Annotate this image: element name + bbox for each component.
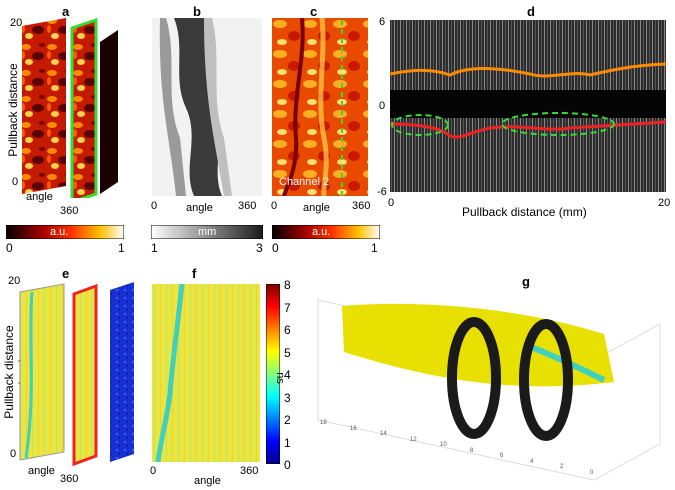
panel-d-ellipse-right bbox=[501, 112, 615, 136]
panel-e-ytick-bottom: 0 bbox=[10, 448, 17, 460]
panel-f-colorbar-tick: 5 bbox=[284, 345, 291, 360]
panel-e-xlabel: angle bbox=[28, 465, 55, 477]
panel-f-colorbar-tick: 4 bbox=[284, 368, 291, 382]
panel-f-colorbar-tick: 1 bbox=[284, 435, 291, 450]
panel-g-ring-2 bbox=[519, 319, 573, 441]
panel-a-colorbar-label: a.u. bbox=[50, 226, 69, 238]
panel-d-ytick-top: 6 bbox=[379, 16, 386, 28]
panel-g-xtick: 12 bbox=[410, 436, 417, 443]
panel-d-xlabel: Pullback distance (mm) bbox=[462, 205, 587, 219]
panel-f-colorbar-tick: 7 bbox=[284, 300, 291, 315]
panel-e-ytick-top: 20 bbox=[8, 275, 21, 287]
panel-e-front-frame bbox=[19, 283, 65, 461]
panel-d-ellipse-left bbox=[391, 114, 449, 136]
panel-b-label: b bbox=[193, 4, 201, 19]
panel-g-axes-box bbox=[317, 299, 661, 481]
panel-g-xticks: 18 16 14 12 10 8 6 4 2 0 bbox=[320, 420, 600, 480]
panel-a-front-frame bbox=[22, 18, 66, 194]
panel-f-colorbar-tick: 2 bbox=[284, 413, 291, 427]
panel-f-xtick-left: 0 bbox=[150, 465, 157, 477]
panel-a-mid-frame bbox=[70, 17, 98, 198]
panel-c-map bbox=[272, 18, 368, 196]
panel-f-xtick-right: 360 bbox=[240, 465, 259, 477]
panel-d-xtick-left: 0 bbox=[388, 197, 395, 209]
panel-a-colorbar-min: 0 bbox=[6, 241, 13, 255]
panel-f-map bbox=[152, 284, 260, 462]
panel-c-colorbar bbox=[272, 225, 380, 239]
panel-d-ytick-mid: 0 bbox=[379, 100, 386, 112]
panel-b-colorbar bbox=[151, 225, 263, 239]
panel-a-colorbar bbox=[6, 225, 124, 239]
panel-a-ytick-top: 20 bbox=[10, 17, 23, 29]
panel-a-back-frame bbox=[100, 30, 118, 194]
panel-a-stack bbox=[22, 17, 118, 198]
panel-g-xtick: 6 bbox=[500, 453, 504, 460]
panel-c-annotation: Channel 2 bbox=[279, 176, 330, 188]
panel-f-colorbar-tick: 3 bbox=[284, 390, 291, 405]
panel-a-ytick-bottom: 0 bbox=[12, 176, 19, 188]
panel-d-upper-boundary bbox=[390, 62, 666, 78]
panel-d-ytick-bottom: -6 bbox=[377, 186, 387, 198]
panel-f-colorbar-tick: 8 bbox=[284, 278, 291, 292]
panel-b-colorbar-label: mm bbox=[198, 226, 217, 238]
panel-f-colorbar bbox=[266, 284, 280, 464]
panel-e-label: e bbox=[62, 266, 70, 281]
panel-g-xtick: 0 bbox=[590, 470, 594, 476]
panel-g-xtick: 4 bbox=[530, 458, 534, 465]
panel-e-back-frame bbox=[110, 282, 134, 462]
panel-d-label: d bbox=[527, 4, 535, 19]
panel-c-xlabel: angle bbox=[303, 202, 330, 214]
panel-b-colorbar-max: 3 bbox=[256, 241, 263, 255]
panel-f-colorbar-ticks: 8 7 6 5 4 3 2 1 0 bbox=[284, 278, 298, 472]
panel-e-stack bbox=[19, 282, 134, 466]
panel-a-xlabel: angle bbox=[26, 191, 53, 203]
panel-g-xtick: 18 bbox=[320, 420, 327, 426]
panel-g-xtick: 8 bbox=[470, 447, 474, 454]
panel-c-colorbar-max: 1 bbox=[371, 241, 378, 255]
panel-a-xtick-right: 360 bbox=[60, 205, 79, 217]
panel-g-xtick: 10 bbox=[440, 442, 447, 449]
panel-b-xtick-left: 0 bbox=[151, 200, 158, 212]
panel-b-map bbox=[152, 18, 262, 196]
panel-d-oct-image bbox=[390, 20, 666, 192]
panel-c-xtick-right: 360 bbox=[352, 200, 371, 212]
panel-f-colorbar-tick: 6 bbox=[284, 323, 291, 337]
panel-g-xtick: 2 bbox=[560, 464, 564, 471]
panel-b-xtick-right: 360 bbox=[238, 200, 257, 212]
panel-g-ring-1 bbox=[447, 317, 501, 439]
panel-e-xtick-right: 360 bbox=[60, 473, 79, 485]
panel-f-xlabel: angle bbox=[194, 475, 221, 487]
panel-g-label: g bbox=[522, 274, 530, 289]
panel-c-colorbar-min: 0 bbox=[272, 241, 279, 255]
panel-g-3d-plot bbox=[317, 299, 661, 481]
panel-g-xtick: 16 bbox=[350, 425, 357, 432]
panel-c-label: c bbox=[310, 4, 318, 19]
panel-d-xtick-right: 20 bbox=[658, 197, 671, 209]
panel-a-colorbar-max: 1 bbox=[118, 241, 125, 255]
panel-c-colorbar-label: a.u. bbox=[312, 226, 331, 238]
panel-g-xtick: 14 bbox=[380, 431, 387, 438]
panel-f-label: f bbox=[192, 266, 197, 281]
panel-e-mid-frame bbox=[72, 283, 98, 466]
panel-b-colorbar-min: 1 bbox=[151, 241, 158, 255]
panel-c-xtick-left: 0 bbox=[271, 200, 278, 212]
panel-b-xlabel: angle bbox=[186, 202, 213, 214]
panel-g-vessel bbox=[342, 303, 614, 387]
panel-f-colorbar-tick: 0 bbox=[284, 458, 291, 472]
panel-a-label: a bbox=[62, 4, 70, 19]
panel-d-lower-boundary bbox=[390, 120, 666, 139]
